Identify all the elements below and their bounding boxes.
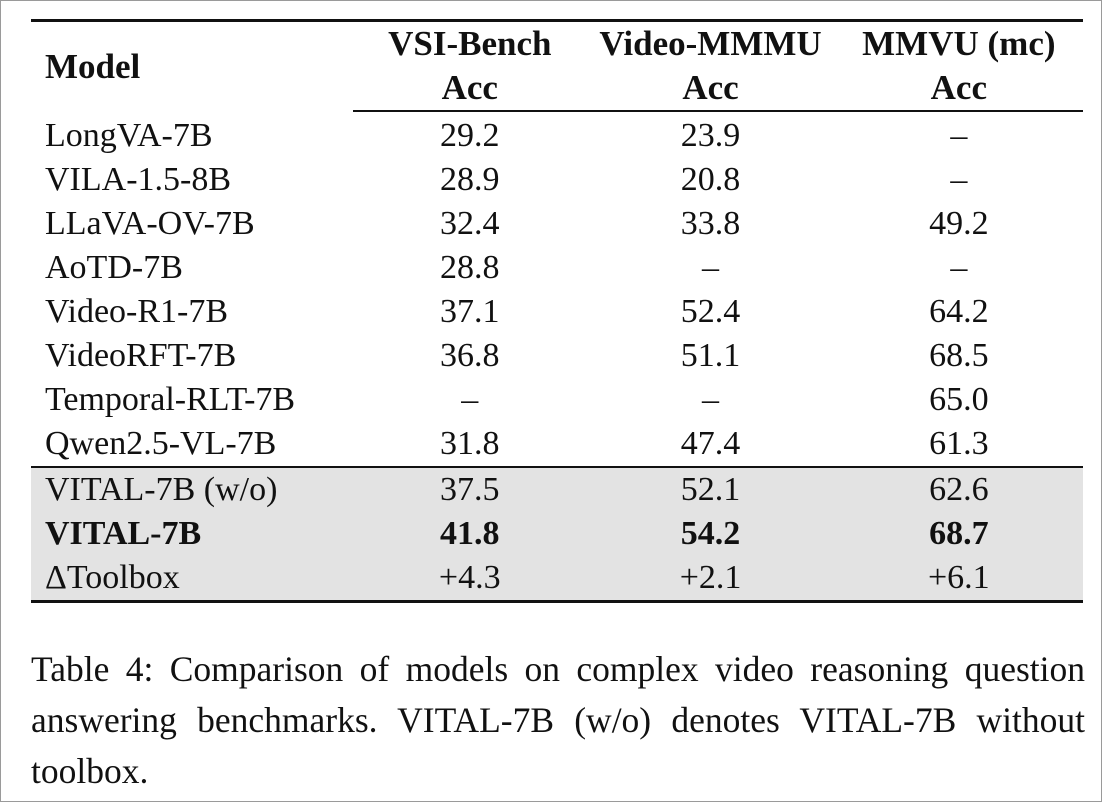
- table-row: VILA-1.5-8B 28.9 20.8 –: [31, 158, 1083, 202]
- score-cell: 29.2: [440, 117, 500, 154]
- score-cell: 64.2: [929, 293, 989, 330]
- header-model: Model: [31, 19, 354, 111]
- model-name: Temporal-RLT-7B: [45, 381, 296, 418]
- model-name: VITAL-7B: [31, 512, 354, 556]
- table-row: LLaVA-OV-7B 32.4 33.8 49.2: [31, 202, 1083, 246]
- score-cell: 49.2: [929, 205, 989, 242]
- score-cell: 23.9: [680, 117, 741, 154]
- score-cell: 32.4: [440, 205, 500, 242]
- score-cell: 28.9: [440, 161, 500, 198]
- score-cell: 20.8: [680, 161, 741, 198]
- table-row: Video-R1-7B 37.1 52.4 64.2: [31, 290, 1083, 334]
- results-table: Model VSI-Bench Video-MMMU MMVU (mc) Acc…: [31, 19, 1083, 603]
- highlight-row: VITAL-7B (w/o) 37.5 52.1 62.6: [31, 466, 1083, 512]
- table-row: VideoRFT-7B 36.8 51.1 68.5: [31, 334, 1083, 378]
- model-name: Video-R1-7B: [45, 293, 229, 330]
- header-vsi-bench: VSI-Bench: [353, 19, 587, 66]
- score-cell: 31.8: [440, 425, 500, 462]
- model-name: ΔToolbox: [31, 556, 354, 603]
- model-name: VILA-1.5-8B: [45, 161, 232, 198]
- score-cell: 36.8: [440, 337, 500, 374]
- score-cell: 65.0: [929, 381, 989, 418]
- score-cell: –: [702, 249, 720, 286]
- table-caption: Table 4: Comparison of models on complex…: [31, 649, 1085, 791]
- score-cell: +4.3: [353, 556, 587, 603]
- table-header-row: Model VSI-Bench Video-MMMU MMVU (mc): [31, 19, 1083, 111]
- score-cell: –: [950, 117, 968, 154]
- score-cell: 68.7: [834, 512, 1083, 556]
- model-name: Qwen2.5-VL-7B: [45, 425, 277, 462]
- table-metric-row: Acc Acc Acc: [31, 66, 1083, 112]
- header-video-mmmu: Video-MMMU: [586, 19, 835, 66]
- table-row: AoTD-7B 28.8 – –: [31, 246, 1083, 290]
- highlight-row-delta: ΔToolbox +4.3 +2.1 +6.1: [31, 556, 1083, 603]
- score-cell: 37.5: [353, 466, 587, 512]
- score-cell: 28.8: [440, 249, 500, 286]
- header-metric: Acc: [834, 66, 1083, 112]
- score-cell: 47.4: [680, 425, 741, 462]
- model-name: LongVA-7B: [45, 116, 213, 154]
- table-row: LongVA-7B 29.2 23.9 –: [31, 111, 1083, 158]
- score-cell: –: [950, 161, 968, 198]
- score-cell: –: [702, 381, 720, 418]
- header-metric: Acc: [586, 66, 835, 112]
- score-cell: 68.5: [929, 337, 989, 374]
- score-cell: 51.1: [680, 337, 741, 374]
- score-cell: 41.8: [353, 512, 587, 556]
- score-cell: 54.2: [586, 512, 835, 556]
- score-cell: 37.1: [440, 293, 500, 330]
- model-name: VideoRFT-7B: [45, 337, 237, 374]
- score-cell: +2.1: [586, 556, 835, 603]
- table-row: Qwen2.5-VL-7B 31.8 47.4 61.3: [31, 422, 1083, 467]
- score-cell: 52.1: [586, 466, 835, 512]
- score-cell: 33.8: [680, 205, 741, 242]
- score-cell: +6.1: [834, 556, 1083, 603]
- score-cell: 52.4: [680, 293, 741, 330]
- model-name: LLaVA-OV-7B: [45, 205, 255, 242]
- model-name: AoTD-7B: [45, 249, 183, 286]
- highlight-row-best: VITAL-7B 41.8 54.2 68.7: [31, 512, 1083, 556]
- table-row: Temporal-RLT-7B – – 65.0: [31, 378, 1083, 422]
- score-cell: –: [461, 381, 479, 418]
- score-cell: 62.6: [834, 466, 1083, 512]
- model-name: VITAL-7B (w/o): [31, 466, 354, 512]
- score-cell: –: [950, 249, 968, 286]
- header-metric: Acc: [353, 66, 587, 112]
- score-cell: 61.3: [929, 425, 989, 462]
- header-mmvu: MMVU (mc): [834, 19, 1083, 66]
